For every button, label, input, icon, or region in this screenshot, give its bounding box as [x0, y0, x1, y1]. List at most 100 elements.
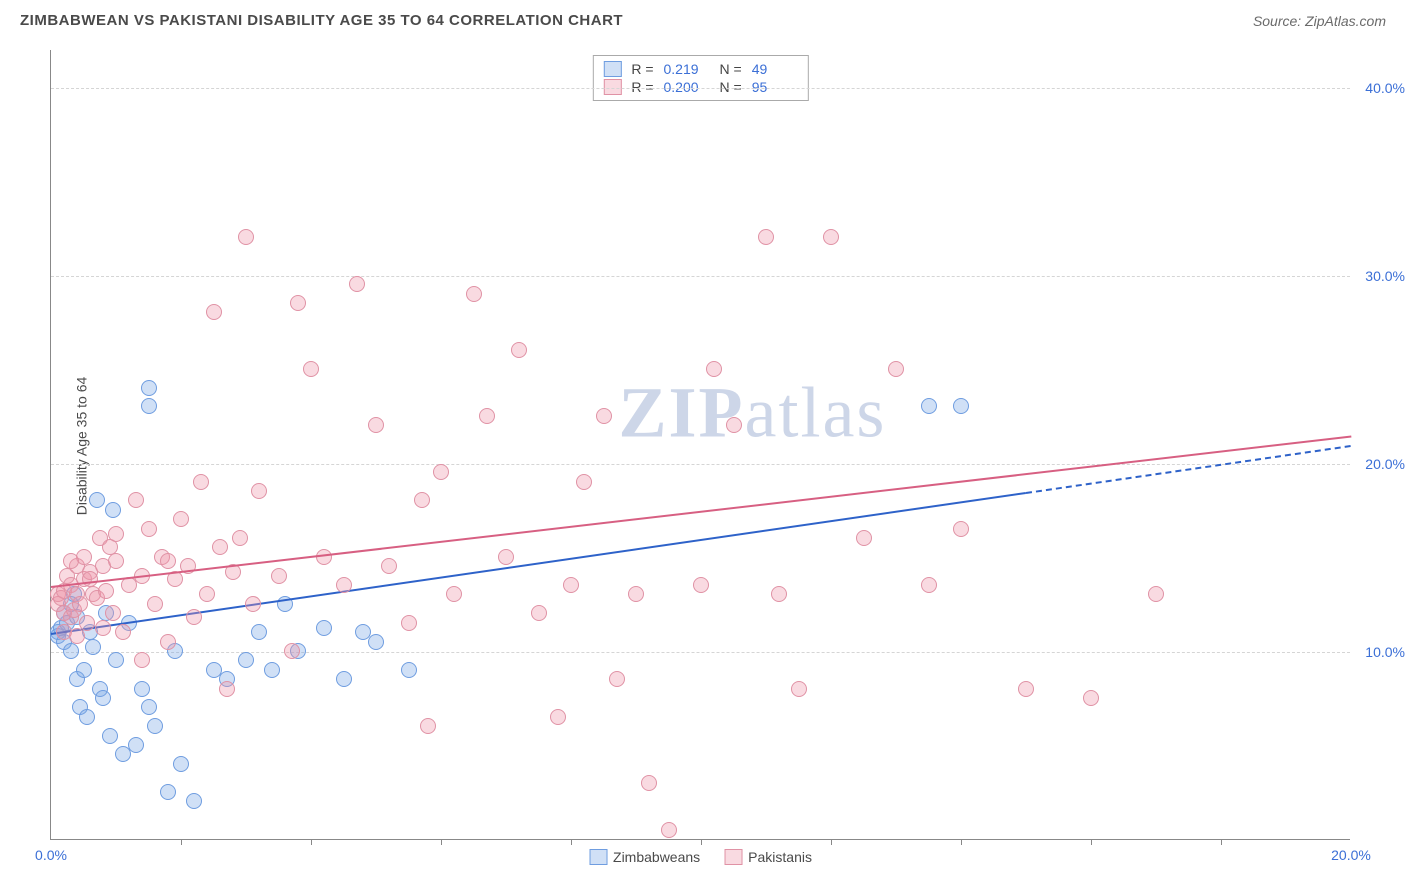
scatter-point [264, 662, 280, 678]
x-tick-label: 0.0% [35, 847, 67, 863]
scatter-point [921, 398, 937, 414]
gridline [51, 276, 1350, 277]
x-tick-mark [961, 839, 962, 845]
scatter-point [641, 775, 657, 791]
scatter-point [160, 634, 176, 650]
scatter-point [128, 492, 144, 508]
scatter-point [706, 361, 722, 377]
scatter-point [856, 530, 872, 546]
scatter-point [271, 568, 287, 584]
scatter-point [115, 624, 131, 640]
scatter-point [102, 728, 118, 744]
scatter-point [108, 652, 124, 668]
scatter-point [63, 553, 79, 569]
swatch-icon [589, 849, 607, 865]
scatter-point [76, 662, 92, 678]
source-label: Source: ZipAtlas.com [1253, 13, 1386, 29]
gridline [51, 88, 1350, 89]
y-tick-label: 10.0% [1365, 644, 1405, 660]
scatter-point [336, 671, 352, 687]
r-label: R = [631, 61, 653, 77]
scatter-point [173, 756, 189, 772]
legend-bottom: Zimbabweans Pakistanis [589, 849, 812, 865]
scatter-point [953, 398, 969, 414]
scatter-point [105, 502, 121, 518]
watermark: ZIPatlas [618, 371, 886, 454]
scatter-point [888, 361, 904, 377]
scatter-point [596, 408, 612, 424]
scatter-point [98, 583, 114, 599]
scatter-point [466, 286, 482, 302]
scatter-point [303, 361, 319, 377]
y-tick-label: 20.0% [1365, 456, 1405, 472]
scatter-point [95, 690, 111, 706]
scatter-point [284, 643, 300, 659]
scatter-point [199, 586, 215, 602]
scatter-point [791, 681, 807, 697]
scatter-point [147, 596, 163, 612]
scatter-point [726, 417, 742, 433]
scatter-point [401, 615, 417, 631]
scatter-point [219, 681, 235, 697]
scatter-point [69, 628, 85, 644]
scatter-point [193, 474, 209, 490]
scatter-point [108, 526, 124, 542]
scatter-point [479, 408, 495, 424]
scatter-point [141, 521, 157, 537]
n-value: 49 [752, 61, 798, 77]
legend-item: Pakistanis [724, 849, 812, 865]
x-tick-mark [831, 839, 832, 845]
scatter-point [160, 553, 176, 569]
scatter-point [160, 784, 176, 800]
scatter-point [141, 699, 157, 715]
scatter-point [186, 609, 202, 625]
scatter-point [186, 793, 202, 809]
scatter-point [134, 681, 150, 697]
scatter-point [238, 229, 254, 245]
scatter-point [446, 586, 462, 602]
scatter-point [89, 492, 105, 508]
scatter-point [1018, 681, 1034, 697]
scatter-point [368, 417, 384, 433]
scatter-point [531, 605, 547, 621]
scatter-point [212, 539, 228, 555]
scatter-point [95, 620, 111, 636]
scatter-point [771, 586, 787, 602]
scatter-point [349, 276, 365, 292]
trend-line [51, 436, 1351, 588]
scatter-point [141, 398, 157, 414]
scatter-point [661, 822, 677, 838]
scatter-point [79, 709, 95, 725]
scatter-point [108, 553, 124, 569]
scatter-point [63, 643, 79, 659]
r-value: 0.219 [664, 61, 710, 77]
scatter-point [433, 464, 449, 480]
legend-item: Zimbabweans [589, 849, 700, 865]
scatter-point [238, 652, 254, 668]
swatch-icon [603, 61, 621, 77]
scatter-point [401, 662, 417, 678]
x-tick-mark [441, 839, 442, 845]
scatter-point [147, 718, 163, 734]
scatter-point [290, 295, 306, 311]
scatter-point [245, 596, 261, 612]
scatter-point [628, 586, 644, 602]
y-tick-label: 40.0% [1365, 80, 1405, 96]
scatter-point [1148, 586, 1164, 602]
scatter-point [823, 229, 839, 245]
scatter-point [336, 577, 352, 593]
scatter-point [251, 483, 267, 499]
scatter-point [128, 737, 144, 753]
x-tick-mark [311, 839, 312, 845]
chart-title: ZIMBABWEAN VS PAKISTANI DISABILITY AGE 3… [20, 12, 623, 29]
legend-label: Zimbabweans [613, 849, 700, 865]
scatter-point [420, 718, 436, 734]
x-tick-mark [181, 839, 182, 845]
scatter-point [511, 342, 527, 358]
scatter-point [1083, 690, 1099, 706]
scatter-point [609, 671, 625, 687]
chart-plot-area: ZIPatlas R =0.219N =49R =0.200N =95 Zimb… [50, 50, 1350, 840]
x-tick-mark [571, 839, 572, 845]
scatter-point [758, 229, 774, 245]
x-tick-mark [701, 839, 702, 845]
